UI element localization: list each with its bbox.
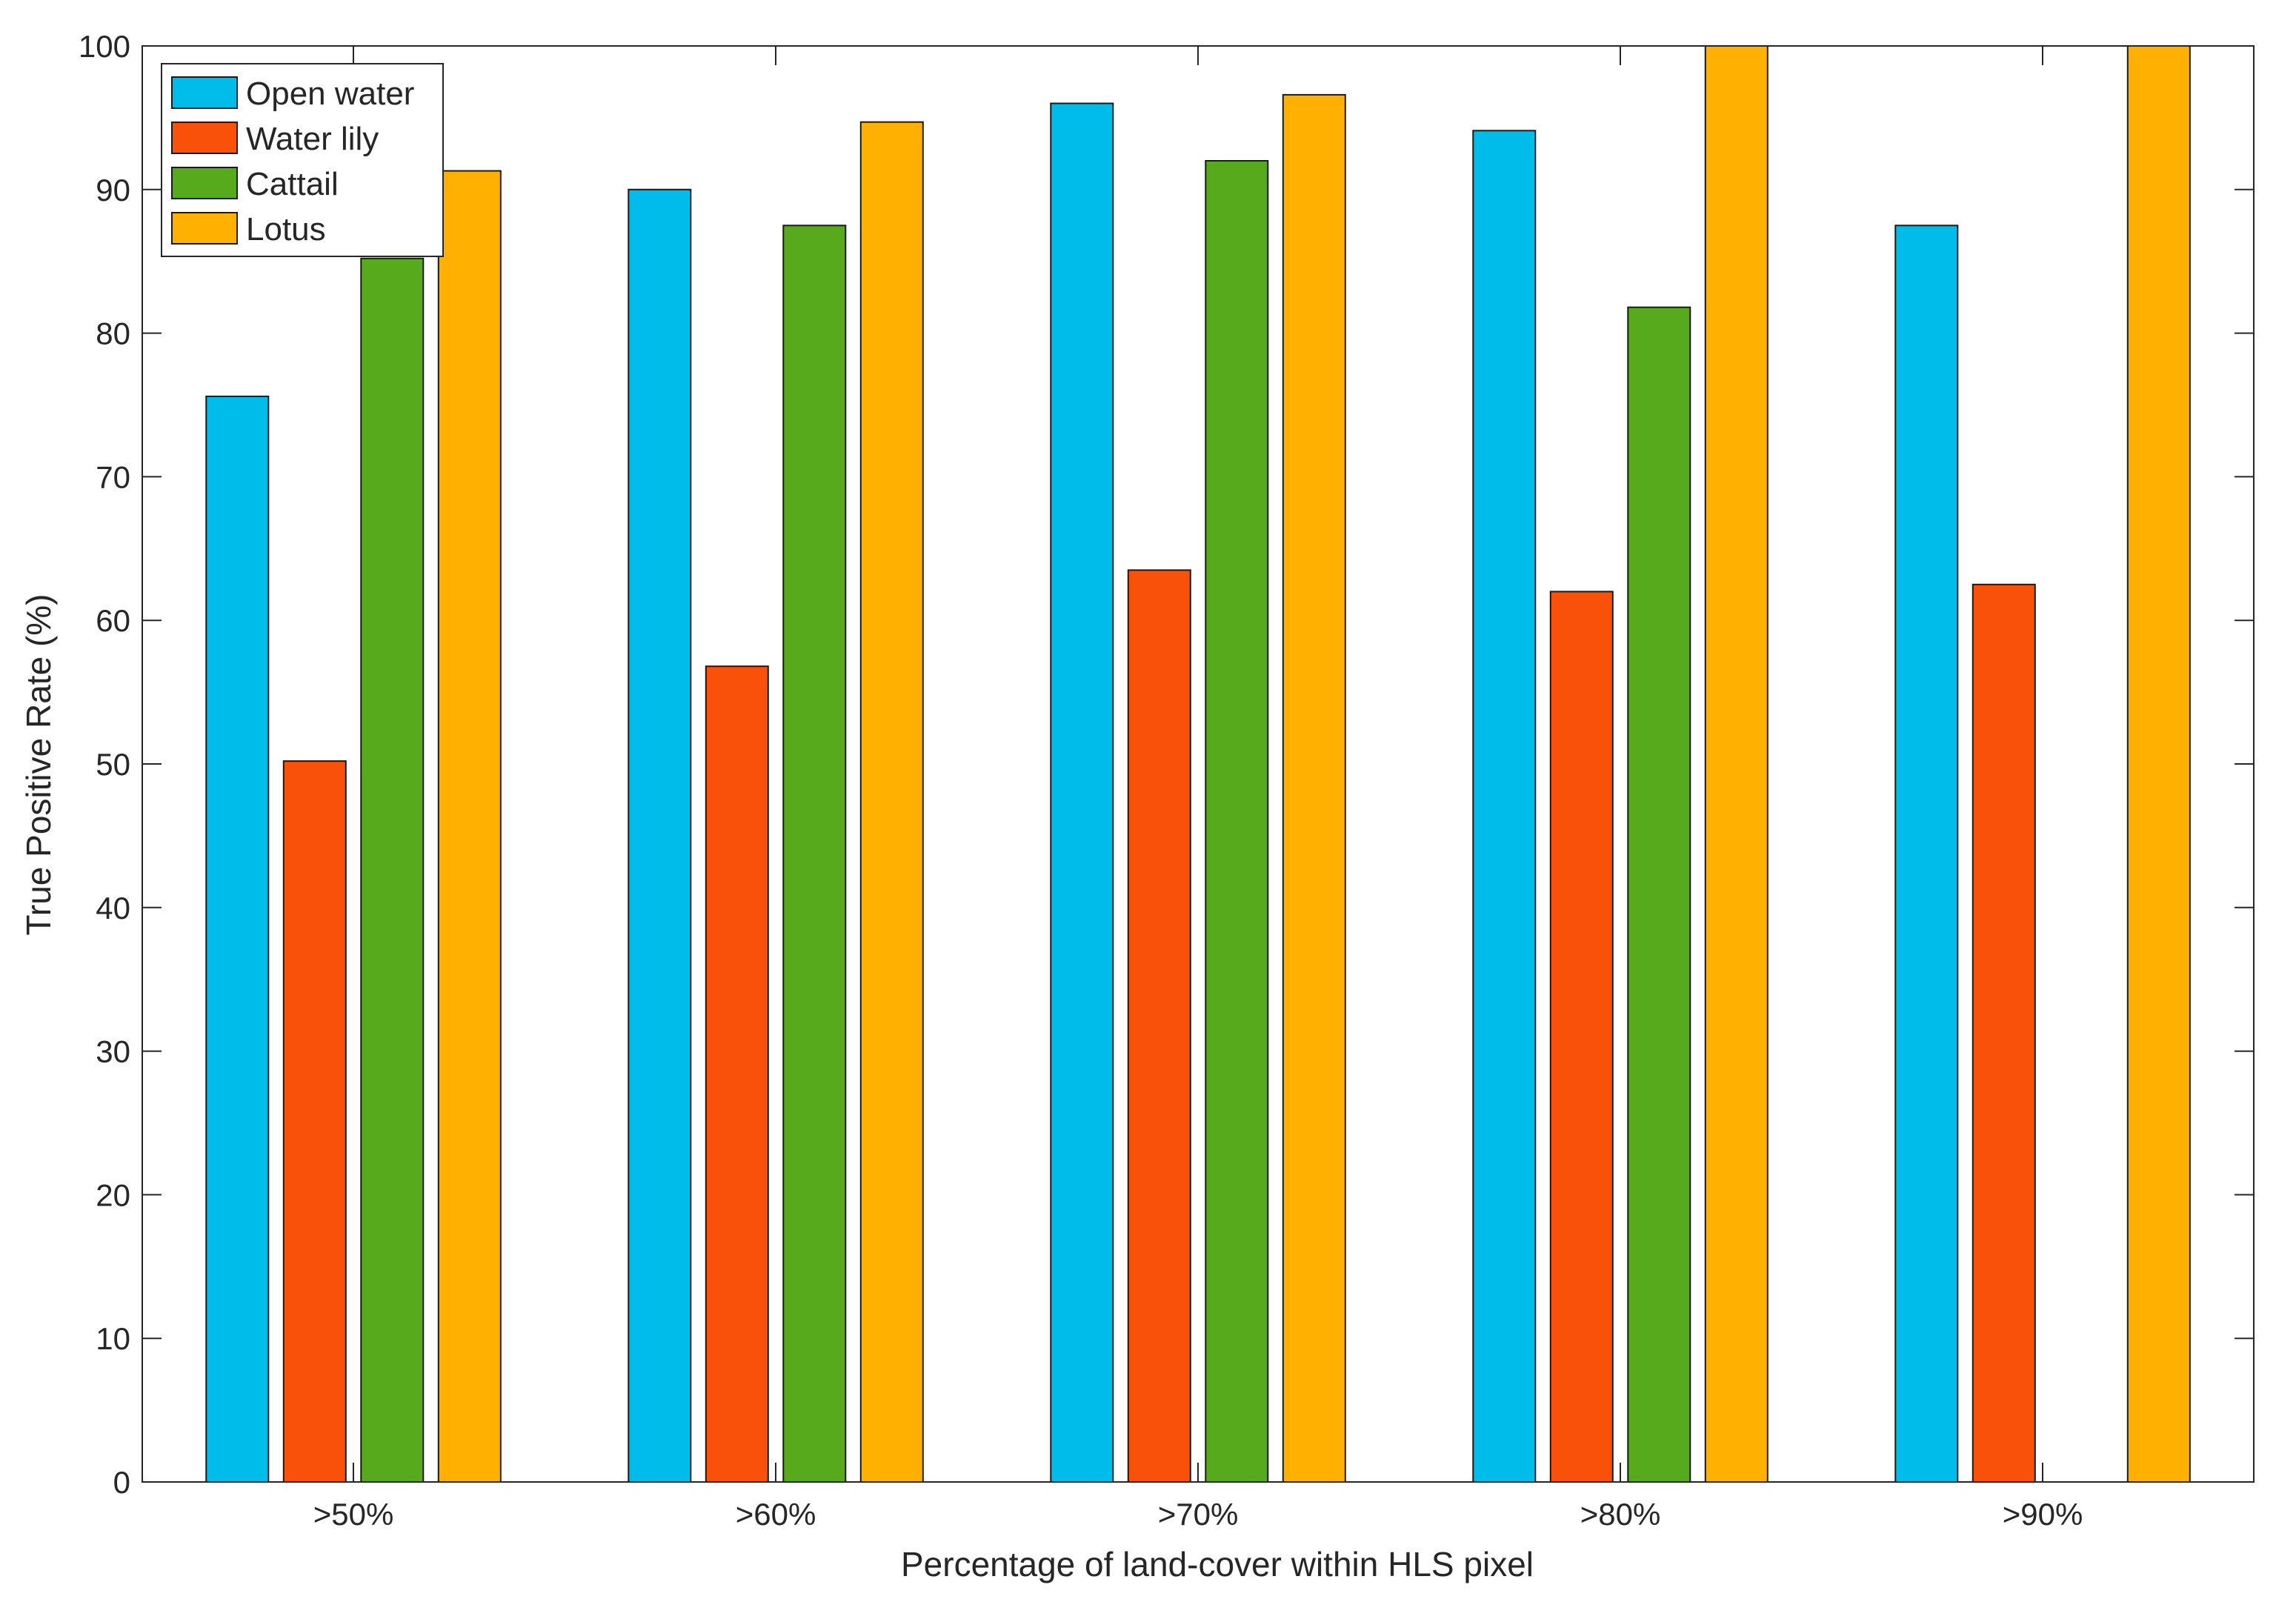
- bar-water-lily-4: [1971, 583, 2036, 1483]
- y-tick-label: 10: [96, 1321, 130, 1356]
- bar-cattail-2: [1205, 160, 1269, 1483]
- y-tick-label: 40: [96, 891, 130, 925]
- y-tick-label: 30: [96, 1034, 130, 1069]
- legend-swatch-lotus: [171, 212, 238, 245]
- y-tick-label: 20: [96, 1177, 130, 1212]
- bar-water-lily-2: [1127, 569, 1191, 1483]
- bar-water-lily-1: [705, 665, 769, 1483]
- bar-open-water-3: [1472, 130, 1537, 1483]
- y-tick-label: 60: [96, 603, 130, 638]
- x-tick-label: >80%: [1580, 1497, 1661, 1532]
- bar-water-lily-3: [1549, 591, 1614, 1483]
- legend-swatch-open-water: [171, 76, 238, 109]
- legend-label-cattail: Cattail: [246, 166, 339, 202]
- legend-swatch-cattail: [171, 167, 238, 199]
- x-tick-label: >70%: [1158, 1497, 1239, 1532]
- legend-label-lotus: Lotus: [246, 211, 326, 247]
- bar-lotus-0: [437, 170, 502, 1483]
- bar-cattail-0: [360, 257, 425, 1483]
- bar-lotus-3: [1704, 45, 1768, 1483]
- y-tick-label: 0: [113, 1465, 130, 1500]
- x-axis-label: Percentage of land-cover within HLS pixe…: [901, 1545, 1534, 1583]
- y-tick-label: 50: [96, 747, 130, 782]
- bar-lotus-1: [859, 121, 924, 1483]
- y-tick-label: 70: [96, 459, 130, 494]
- x-tick-label: >50%: [313, 1497, 394, 1532]
- legend-label-water-lily: Water lily: [246, 121, 379, 157]
- y-tick-label: 90: [96, 173, 130, 207]
- x-tick-label: >60%: [736, 1497, 816, 1532]
- bar-open-water-0: [205, 395, 270, 1483]
- bar-open-water-1: [628, 188, 692, 1483]
- legend-label-open-water: Open water: [246, 76, 414, 112]
- bar-water-lily-0: [282, 760, 347, 1483]
- legend-swatch-water-lily: [171, 122, 238, 154]
- bar-lotus-4: [2126, 45, 2191, 1483]
- bar-open-water-2: [1050, 102, 1114, 1483]
- bar-open-water-4: [1894, 225, 1959, 1483]
- y-tick-label: 100: [79, 29, 130, 64]
- bar-cattail-1: [782, 225, 847, 1483]
- bar-cattail-3: [1627, 306, 1691, 1483]
- y-tick-label: 80: [96, 316, 130, 351]
- y-axis-label: True Positive Rate (%): [19, 594, 58, 936]
- bar-lotus-2: [1282, 93, 1346, 1483]
- x-tick-label: >90%: [2003, 1497, 2083, 1532]
